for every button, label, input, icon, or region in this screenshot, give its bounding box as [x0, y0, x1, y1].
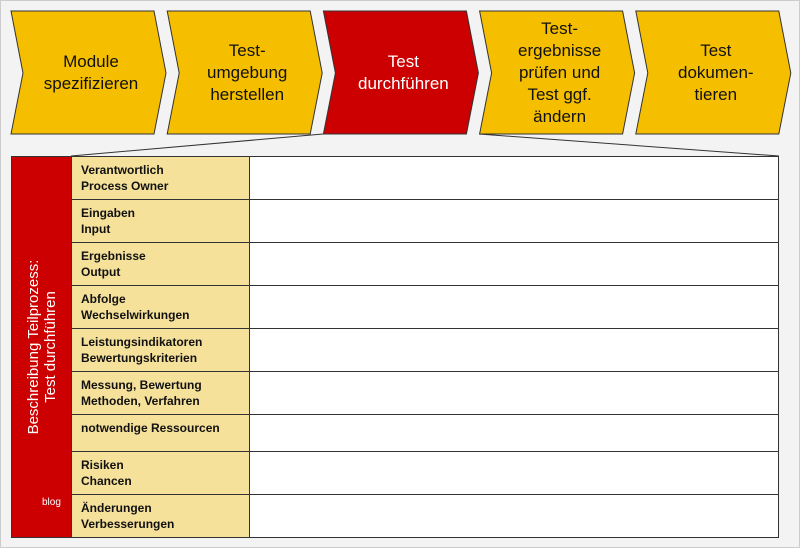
process-step-label: Test- ergebnisse prüfen und Test ggf. än… — [518, 18, 602, 126]
row-label: Abfolge Wechselwirkungen — [72, 286, 250, 328]
table-row: Messung, Bewertung Methoden, Verfahren — [72, 372, 778, 415]
process-step-label: Module spezifizieren — [43, 51, 139, 93]
row-value-cell[interactable] — [250, 200, 778, 242]
table-row: notwendige Ressourcen — [72, 415, 778, 452]
process-step-label: Test dokumen- tieren — [677, 40, 754, 104]
table-row: Abfolge Wechselwirkungen — [72, 286, 778, 329]
row-value-cell[interactable] — [250, 415, 778, 451]
process-step-chevron — [478, 10, 636, 135]
row-label: Messung, Bewertung Methoden, Verfahren — [72, 372, 250, 414]
row-value-cell[interactable] — [250, 452, 778, 494]
table-row: Risiken Chancen — [72, 452, 778, 495]
process-step-label: Test durchführen — [358, 51, 449, 93]
watermark: blog — [42, 497, 61, 508]
process-step-chevron — [635, 10, 792, 135]
process-step-chevron — [322, 10, 479, 135]
row-label: Risiken Chancen — [72, 452, 250, 494]
row-label: notwendige Ressourcen — [72, 415, 250, 451]
table-row: Verantwortlich Process Owner — [72, 157, 778, 200]
connector-line-right — [478, 133, 780, 157]
process-step-label: Test- umgebung herstellen — [207, 40, 288, 104]
table-row: Leistungsindikatoren Bewertungskriterien — [72, 329, 778, 372]
process-step-chevron — [166, 10, 323, 135]
row-value-cell[interactable] — [250, 157, 778, 199]
row-value-cell[interactable] — [250, 286, 778, 328]
subprocess-table: Beschreibung Teilprozess: Test durchführ… — [11, 156, 779, 538]
row-label: Ergebnisse Output — [72, 243, 250, 285]
row-label: Eingaben Input — [72, 200, 250, 242]
table-row: Änderungen Verbesserungen — [72, 495, 778, 537]
row-label: Verantwortlich Process Owner — [72, 157, 250, 199]
process-step-chevron — [10, 10, 167, 135]
process-chevrons — [10, 10, 792, 157]
row-value-cell[interactable] — [250, 372, 778, 414]
side-label: Beschreibung Teilprozess: Test durchführ… — [24, 259, 59, 435]
row-label: Leistungsindikatoren Bewertungskriterien — [72, 329, 250, 371]
row-value-cell[interactable] — [250, 243, 778, 285]
row-value-cell[interactable] — [250, 495, 778, 537]
row-label: Änderungen Verbesserungen — [72, 495, 250, 537]
side-header: Beschreibung Teilprozess: Test durchführ… — [12, 157, 72, 537]
row-value-cell[interactable] — [250, 329, 778, 371]
table-row: Ergebnisse Output — [72, 243, 778, 286]
connector-line-left — [70, 133, 324, 157]
table-row: Eingaben Input — [72, 200, 778, 243]
